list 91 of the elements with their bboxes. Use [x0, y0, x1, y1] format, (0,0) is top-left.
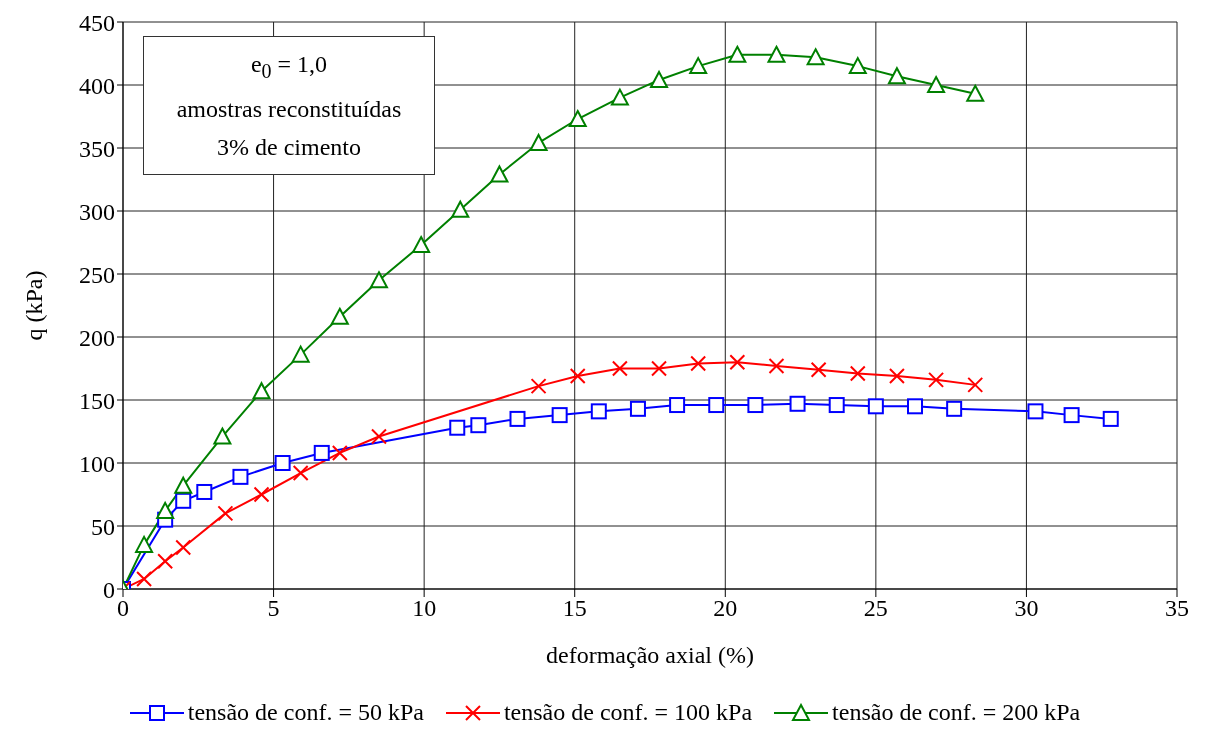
y-axis-title: q (kPa) — [20, 270, 47, 341]
point — [887, 67, 906, 85]
point — [611, 360, 628, 377]
point — [252, 382, 271, 400]
point — [966, 84, 985, 102]
point — [568, 110, 587, 128]
point — [708, 397, 725, 414]
point — [412, 236, 431, 254]
point — [928, 371, 945, 388]
annotation: e$_{0}$ = 1,0 — [249, 50, 329, 84]
point — [590, 403, 607, 420]
point — [1027, 403, 1044, 420]
y-tick-label: 200 — [79, 324, 115, 351]
point — [291, 345, 310, 363]
y-tick-label: 400 — [79, 72, 115, 99]
annotation: 3% de cimento — [216, 132, 362, 162]
y-tick-label: 100 — [79, 450, 115, 477]
y-tick-label: 450 — [79, 9, 115, 36]
point — [136, 570, 153, 587]
point — [806, 48, 825, 66]
point — [370, 428, 387, 445]
point — [292, 465, 309, 482]
y-tick-label: 150 — [79, 387, 115, 414]
x-tick-label: 20 — [713, 595, 738, 622]
point — [490, 165, 509, 183]
point — [610, 88, 629, 106]
y-tick-label: 250 — [79, 261, 115, 288]
point — [651, 360, 668, 377]
point — [728, 45, 747, 63]
point — [313, 444, 330, 461]
point — [569, 368, 586, 385]
point — [848, 57, 867, 75]
point — [530, 378, 547, 395]
point — [907, 398, 924, 415]
point — [529, 133, 548, 151]
x-tick-label: 10 — [412, 595, 437, 622]
x-tick-label: 25 — [863, 595, 888, 622]
point — [849, 365, 866, 382]
x-tick-label: 5 — [267, 595, 280, 622]
y-tick-label: 50 — [91, 513, 115, 540]
point — [867, 398, 884, 415]
x-tick-label: 15 — [562, 595, 587, 622]
legend-label: tensão de conf. = 200 kPa — [832, 699, 1081, 726]
point — [175, 539, 192, 556]
point — [135, 535, 154, 553]
point — [157, 553, 174, 570]
point — [217, 505, 234, 522]
point — [551, 407, 568, 424]
point — [175, 492, 192, 509]
point — [1102, 410, 1119, 427]
point — [927, 76, 946, 93]
point — [650, 70, 669, 88]
y-tick-label: 0 — [103, 576, 115, 603]
point — [768, 357, 785, 374]
point — [689, 57, 708, 75]
point — [789, 395, 806, 412]
point — [669, 397, 686, 414]
point — [810, 361, 827, 378]
note-box: e$_{0}$ = 1,0 amostras reconstituídas 3% de cimento — [143, 36, 435, 175]
point — [331, 444, 348, 461]
point — [196, 483, 213, 500]
point — [213, 427, 232, 445]
point — [451, 200, 470, 218]
point — [174, 476, 193, 494]
point — [747, 397, 764, 414]
legend-label: tensão de conf. = 100 kPa — [503, 699, 753, 726]
point — [470, 417, 487, 434]
point — [330, 307, 349, 325]
x-axis-title: deformação axial (%) — [546, 642, 754, 668]
point — [1063, 407, 1080, 424]
point — [232, 468, 249, 485]
point — [967, 376, 984, 393]
x-tick-label: 30 — [1014, 595, 1039, 622]
point — [629, 400, 646, 417]
point — [369, 271, 388, 289]
point — [946, 400, 963, 417]
y-tick-label: 300 — [79, 198, 115, 225]
point — [690, 355, 707, 372]
x-tick-label: 35 — [1165, 595, 1189, 622]
point — [888, 368, 905, 385]
legend-label: tensão de conf. = 50 kPa — [187, 699, 424, 726]
point — [156, 501, 175, 519]
annotation: amostras reconstituídas — [175, 94, 403, 124]
point — [828, 397, 845, 414]
point — [449, 419, 466, 436]
point — [274, 455, 291, 471]
point — [729, 354, 746, 371]
point — [767, 45, 786, 63]
point — [253, 486, 270, 503]
y-tick-label: 350 — [79, 135, 115, 162]
point — [509, 410, 526, 427]
